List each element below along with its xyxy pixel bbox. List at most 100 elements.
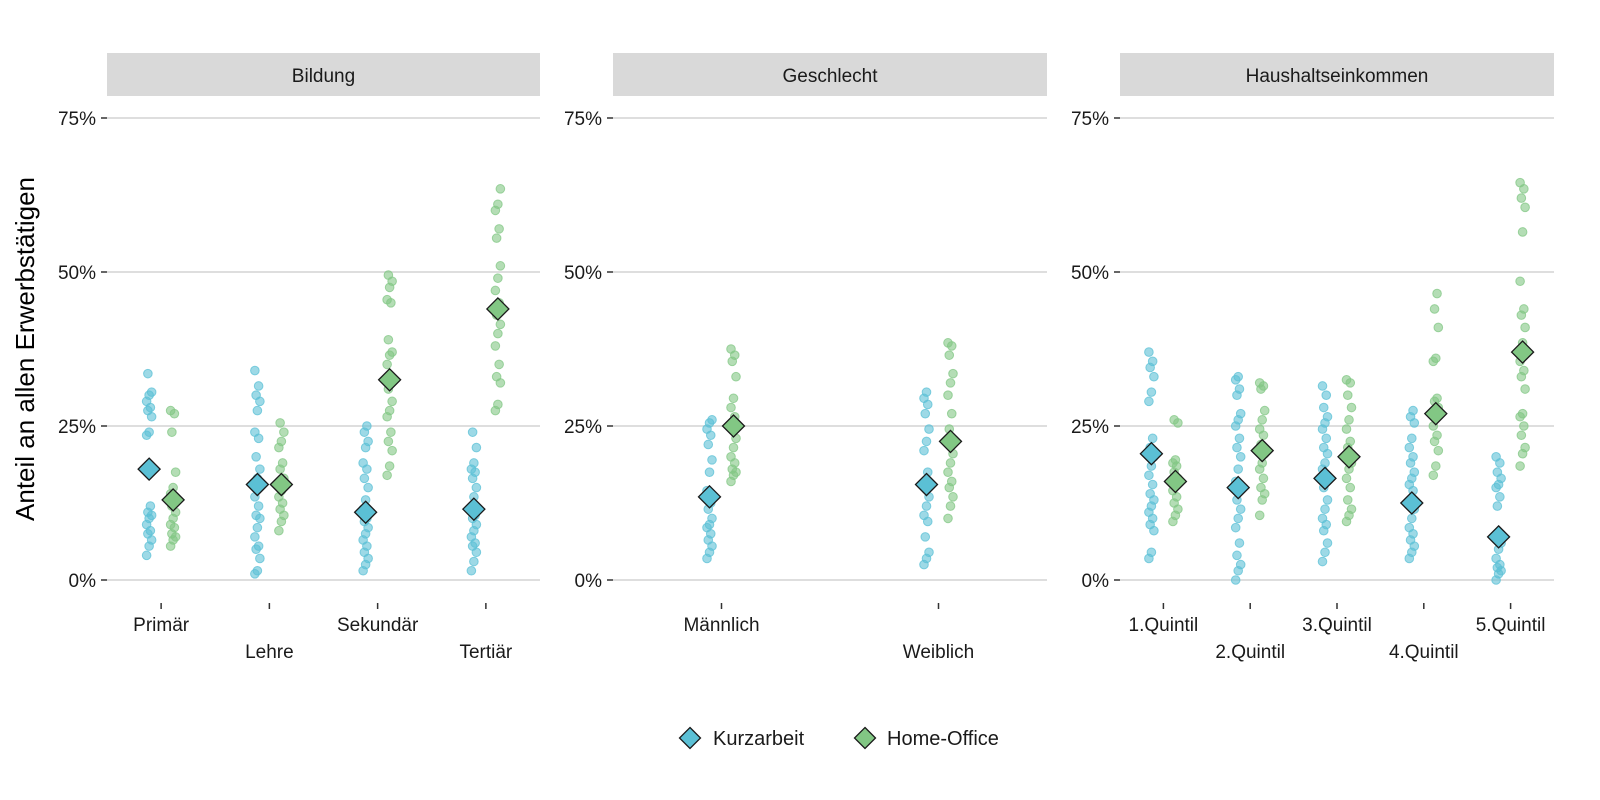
data-point-kurz [253, 381, 264, 391]
y-tick-label: 0% [69, 571, 97, 592]
facet-panel-2: Haushaltseinkommen 0% 25% 50% 75% 1.Quintil 2.… [1071, 53, 1554, 663]
mean-diamond-home [161, 488, 186, 512]
legend-item-home: Home-Office [853, 726, 999, 750]
data-point-home [945, 501, 956, 511]
legend-key-kurz [678, 726, 702, 750]
data-point-kurz [146, 387, 157, 397]
data-point-home [943, 513, 953, 524]
data-point-home [726, 344, 736, 354]
data-point-kurz [252, 565, 263, 576]
data-point-kurz [1404, 442, 1415, 453]
mean-diamond-kurz [245, 472, 270, 497]
data-point-home [493, 273, 503, 283]
data-point-home [726, 402, 736, 413]
data-point-home [495, 184, 506, 194]
facet-strip-label: Bildung [292, 66, 355, 87]
data-point-kurz [1235, 452, 1246, 462]
data-point-home [1516, 430, 1527, 441]
data-point-kurz [1233, 371, 1243, 382]
data-point-kurz [703, 439, 714, 450]
data-point-kurz [359, 473, 370, 484]
data-point-kurz [251, 510, 261, 521]
mean-diamond-home [1423, 401, 1448, 426]
data-point-home [491, 371, 502, 382]
data-point-home [387, 347, 397, 357]
x-tick-label: 5.Quintil [1476, 615, 1546, 636]
mean-diamond-home [1250, 438, 1275, 463]
x-tick-label: Sekundär [337, 615, 419, 636]
legend-label-home: Home-Office [887, 728, 999, 750]
y-tick-label: 50% [1071, 263, 1109, 284]
y-tick-label: 50% [564, 263, 602, 284]
data-point-kurz [1230, 575, 1241, 585]
data-point-kurz [252, 405, 263, 416]
data-point-home [1517, 408, 1528, 419]
data-point-home [387, 445, 397, 456]
data-point-home [495, 319, 506, 330]
data-point-kurz [253, 541, 264, 551]
y-tick-label: 25% [564, 417, 602, 438]
data-point-home [1259, 405, 1270, 416]
data-point-kurz [1317, 381, 1328, 391]
x-tick-label: 2.Quintil [1215, 642, 1285, 663]
data-point-home [1254, 510, 1265, 521]
data-point-home [1254, 424, 1265, 434]
data-point-home [1257, 415, 1267, 425]
data-point-home [726, 452, 736, 462]
data-point-home [1520, 322, 1530, 333]
data-point-home [1515, 461, 1525, 471]
mean-diamond-home [269, 472, 294, 497]
data-point-home [1341, 473, 1352, 484]
data-point-kurz [1317, 556, 1328, 567]
data-point-home [382, 359, 392, 370]
data-point-home [946, 408, 957, 419]
data-point-kurz [1234, 384, 1245, 394]
data-point-kurz [1408, 452, 1418, 462]
data-point-home [1519, 421, 1529, 431]
data-point-kurz [924, 424, 934, 434]
data-point-kurz [1492, 501, 1503, 511]
data-point-kurz [1144, 347, 1154, 357]
data-point-kurz [144, 427, 154, 437]
data-point-kurz [1144, 396, 1154, 407]
facet-strip [107, 53, 540, 96]
data-point-kurz [471, 442, 482, 453]
data-point-kurz [469, 458, 479, 468]
data-point-home [274, 525, 284, 536]
data-point-home [945, 378, 956, 388]
mean-diamond-kurz [914, 472, 939, 497]
data-point-kurz [1234, 433, 1245, 444]
data-point-kurz [1235, 408, 1246, 419]
facet-panel-1: Geschlecht 0% 25% 50% 75% Männlich Weiblich [564, 53, 1047, 663]
data-point-home [1342, 390, 1353, 401]
data-point-home [1520, 384, 1530, 394]
data-point-kurz [1233, 513, 1243, 524]
data-point-kurz [1407, 433, 1417, 444]
y-tick-label: 75% [58, 109, 96, 130]
data-point-home [943, 390, 953, 401]
data-point-kurz [704, 467, 715, 478]
data-point-home [731, 371, 741, 382]
data-point-home [1254, 378, 1265, 388]
data-point-home [165, 405, 176, 416]
facet-panel-0: Bildung 0% 25% 50% 75% Primär Lehre Sekundär Ter… [58, 53, 540, 663]
data-point-kurz [921, 387, 932, 397]
x-tick-label: Tertiär [459, 642, 512, 663]
y-tick-label: 75% [564, 109, 602, 130]
data-point-home [494, 224, 504, 234]
data-point-home [1520, 202, 1530, 213]
data-point-home [382, 470, 392, 481]
data-point-home [277, 458, 288, 468]
mean-diamond-home [1337, 444, 1361, 469]
facet-strip-label: Haushaltseinkommen [1246, 66, 1429, 87]
data-point-home [493, 199, 503, 210]
data-point-home [728, 393, 739, 404]
legend: Kurzarbeit Home-Office [678, 726, 999, 750]
data-point-kurz [362, 421, 372, 431]
data-point-kurz [1407, 513, 1417, 524]
data-point-home [383, 270, 394, 280]
data-point-kurz [467, 427, 478, 437]
data-point-kurz [921, 436, 932, 447]
data-point-kurz [251, 390, 261, 401]
data-point-home [1519, 304, 1529, 314]
